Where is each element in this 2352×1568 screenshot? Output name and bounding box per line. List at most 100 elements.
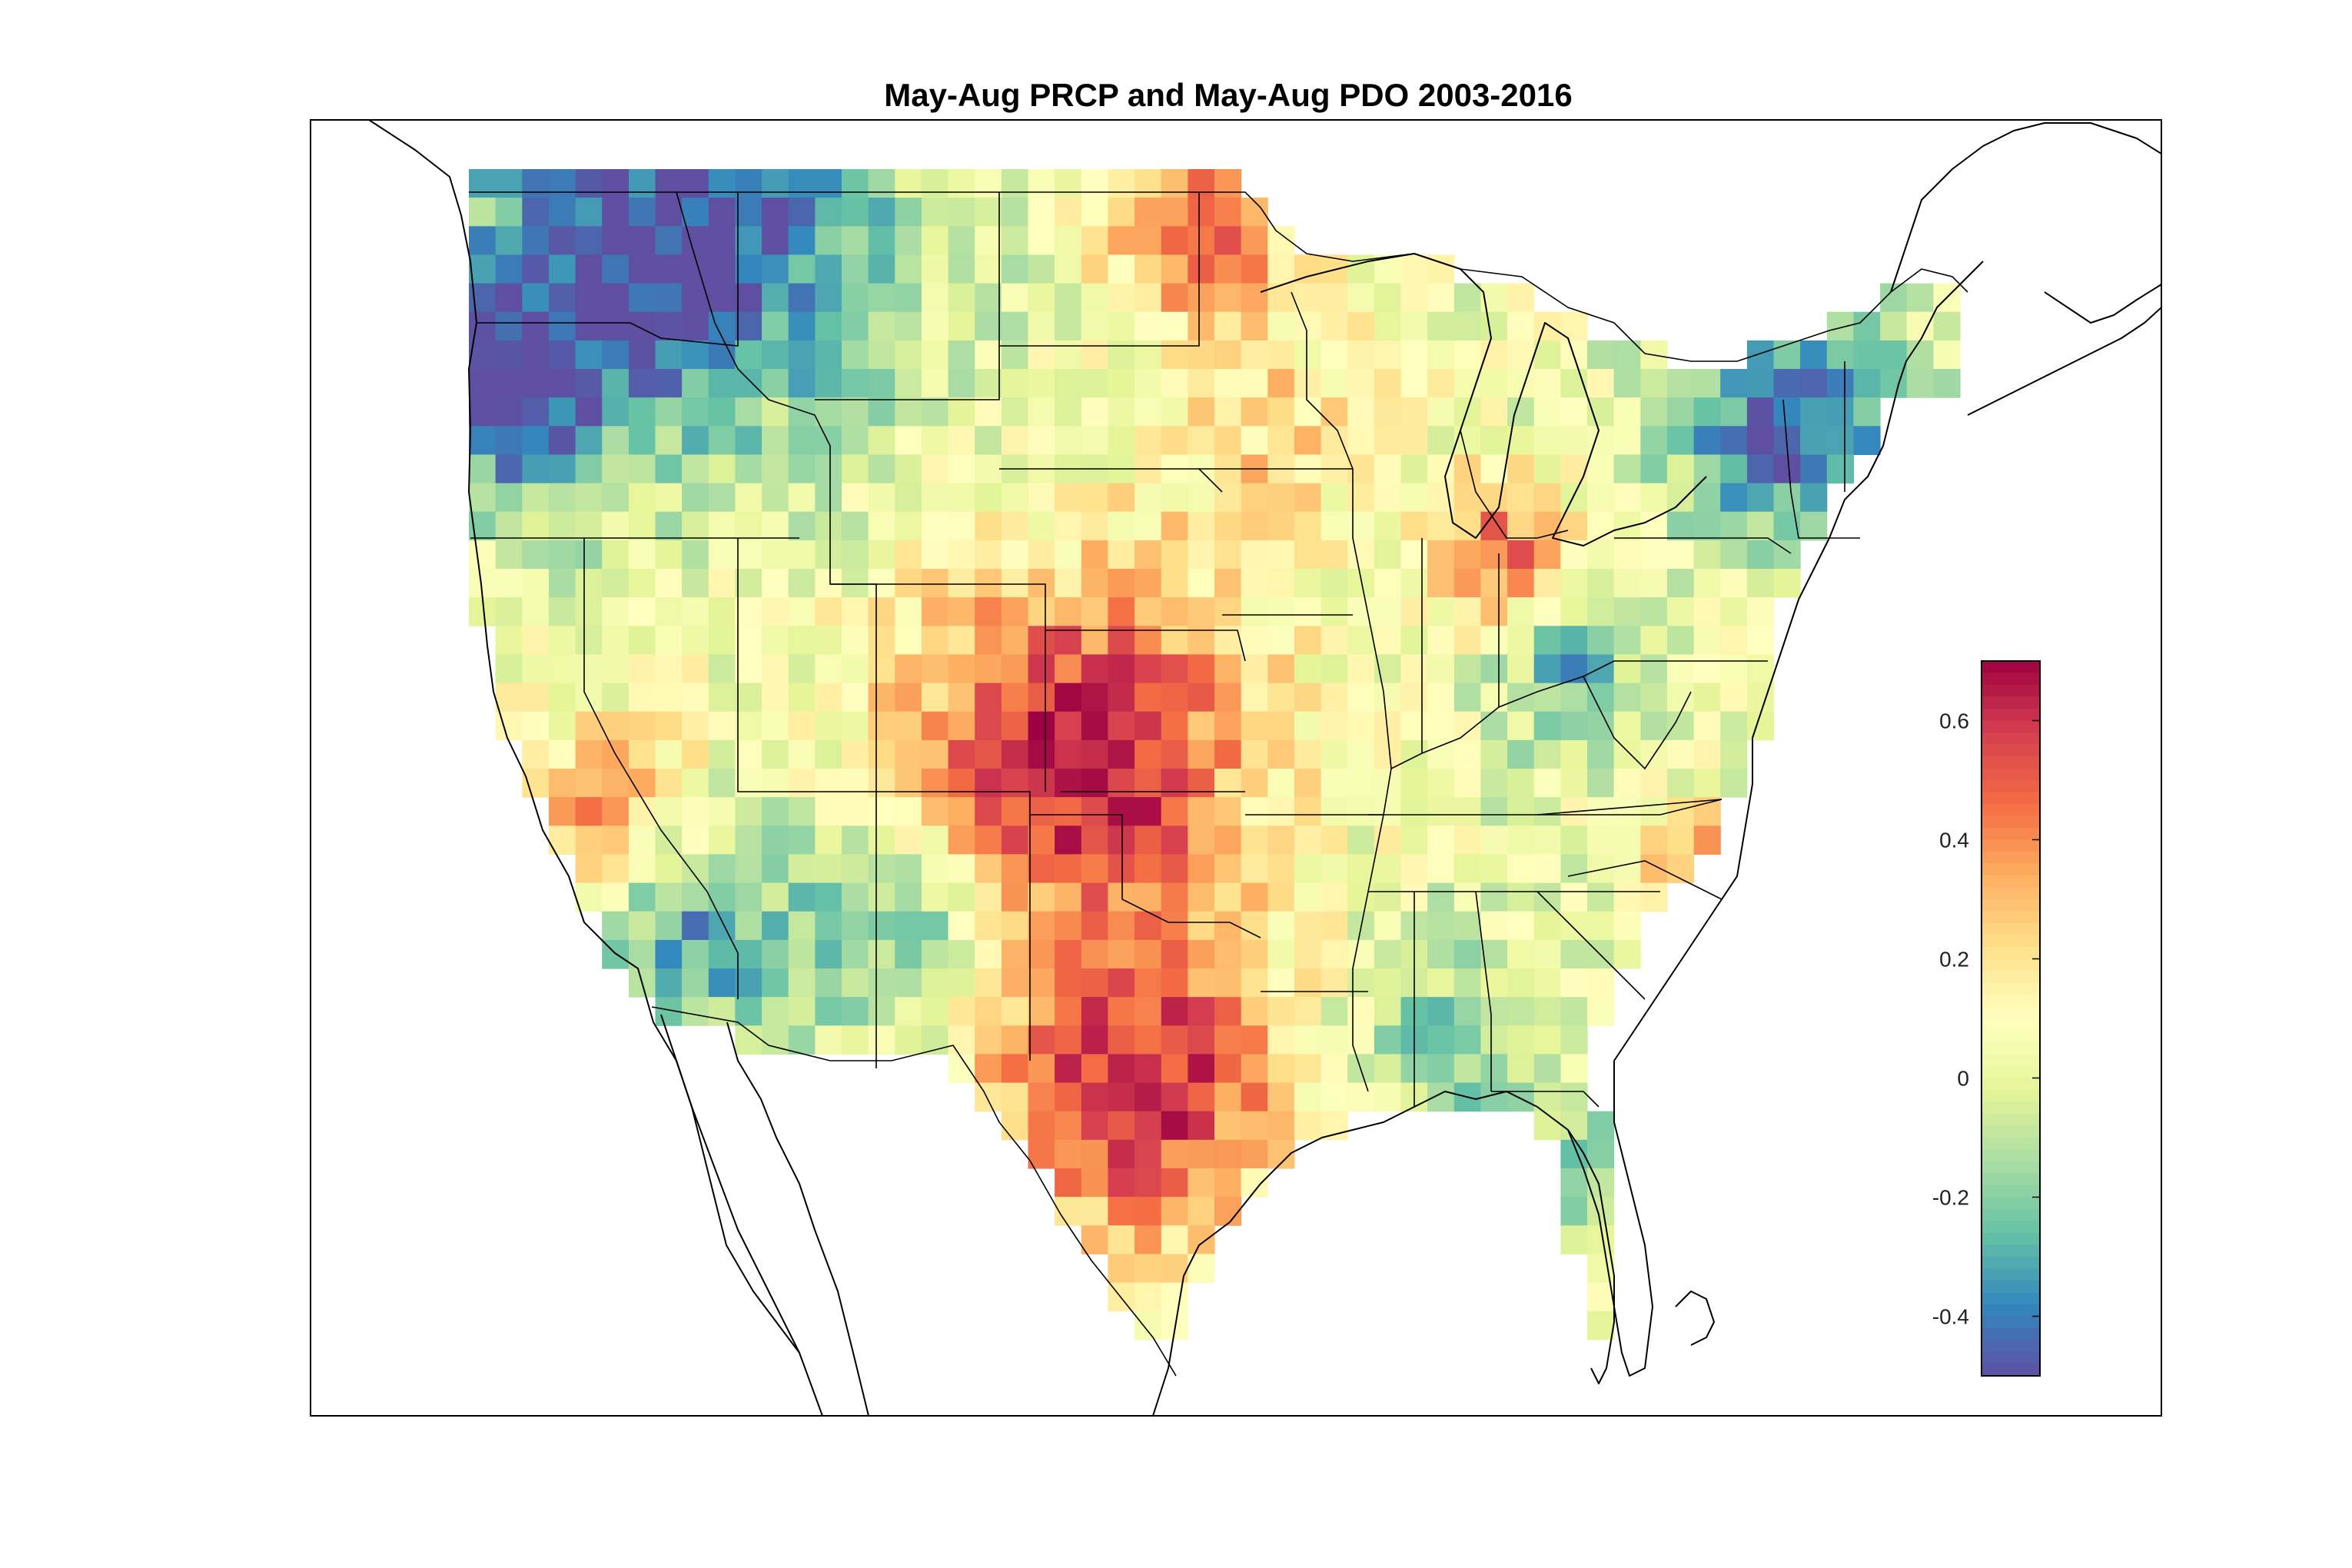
grid-cell (495, 169, 523, 198)
grid-cell (1507, 997, 1535, 1026)
grid-cell (895, 569, 922, 598)
colorbar-step (1982, 1114, 2040, 1127)
grid-cell (1001, 511, 1029, 541)
grid-cell (1374, 597, 1402, 626)
grid-cell (602, 826, 630, 855)
grid-cell (1055, 340, 1082, 370)
grid-cell (1560, 911, 1588, 941)
grid-cell (682, 540, 709, 570)
grid-cell (1400, 854, 1428, 884)
grid-cell (1108, 968, 1135, 998)
grid-cell (1560, 826, 1588, 855)
grid-cell (602, 254, 630, 284)
grid-cell (1108, 311, 1135, 341)
colorbar-step (1982, 923, 2040, 936)
grid-cell (1001, 882, 1029, 912)
grid-cell (655, 369, 683, 398)
grid-cell (1560, 1168, 1588, 1198)
grid-cell (735, 711, 762, 741)
grid-cell (975, 540, 1002, 570)
grid-cell (575, 169, 603, 198)
grid-cell (602, 511, 630, 541)
grid-cell (495, 540, 523, 570)
grid-cell (1533, 683, 1561, 713)
grid-cell (548, 739, 576, 769)
grid-cell (495, 597, 523, 626)
grid-cell (1613, 597, 1641, 626)
grid-cell (975, 369, 1002, 398)
grid-cell (1055, 683, 1082, 713)
colorbar-step (1982, 1197, 2040, 1210)
grid-cell (575, 683, 603, 713)
grid-cell (1241, 397, 1268, 427)
grid-cell (522, 711, 550, 741)
grid-cell (1081, 397, 1108, 427)
colorbar-step (1982, 744, 2040, 757)
grid-cell (1214, 169, 1242, 198)
grid-cell (1480, 854, 1508, 884)
grid-cell (762, 683, 789, 713)
grid-cell (1108, 797, 1135, 826)
gulf-of-california-coast (726, 1022, 869, 1417)
grid-cell (1480, 369, 1508, 398)
grid-cell (1267, 1025, 1295, 1055)
grid-cell (1055, 1054, 1082, 1084)
grid-cell (1028, 797, 1055, 826)
grid-cell (1081, 254, 1108, 284)
grid-cell (1666, 569, 1695, 598)
grid-cell (762, 882, 789, 912)
grid-cell (1108, 283, 1135, 313)
grid-cell (762, 198, 789, 227)
grid-cell (1241, 882, 1268, 912)
grid-cell (1081, 739, 1108, 769)
grid-cell (948, 797, 975, 826)
grid-cell (1560, 454, 1588, 484)
grid-cell (682, 882, 709, 912)
grid-cell (682, 226, 709, 255)
grid-cell (1188, 169, 1215, 198)
grid-cell (815, 198, 842, 227)
colorbar-step (1982, 1221, 2040, 1234)
colorbar-step (1982, 1257, 2040, 1270)
grid-cell (1666, 597, 1695, 626)
grid-cell (1294, 826, 1322, 855)
grid-cell (1347, 626, 1375, 655)
grid-cell (495, 569, 523, 598)
grid-cell (1028, 911, 1055, 941)
grid-cell (788, 968, 816, 998)
grid-cell (1214, 254, 1242, 284)
grid-cell (1294, 1082, 1322, 1112)
grid-cell (469, 169, 497, 198)
grid-cell (1720, 626, 1748, 655)
grid-cell (548, 226, 576, 255)
grid-cell (1214, 1139, 1242, 1169)
grid-cell (575, 597, 603, 626)
grid-cell (1640, 626, 1668, 655)
grid-cell (1108, 939, 1135, 969)
colorbar-step (1982, 1233, 2040, 1246)
colorbar-step (1982, 1352, 2040, 1365)
grid-cell (628, 283, 656, 313)
grid-cell (815, 997, 842, 1026)
grid-cell (1081, 369, 1108, 398)
grid-cell (655, 854, 683, 884)
grid-cell (1693, 511, 1721, 541)
grid-cell (602, 283, 630, 313)
grid-cell (1560, 939, 1588, 969)
grid-cell (655, 198, 683, 227)
grid-cell (548, 569, 576, 598)
grid-cell (1400, 711, 1428, 741)
grid-cell (1720, 369, 1748, 398)
grid-cell (1507, 397, 1535, 427)
grid-cell (1001, 1082, 1029, 1112)
grid-cell (735, 769, 762, 798)
grid-cell (1028, 1111, 1055, 1141)
grid-cell (1347, 540, 1375, 570)
grid-cell (1134, 540, 1162, 570)
grid-cell (975, 626, 1002, 655)
grid-cell (1880, 311, 1908, 341)
grid-cell (1507, 483, 1535, 513)
grid-cell (1533, 311, 1561, 341)
grid-cell (1055, 397, 1082, 427)
colorbar-step (1982, 995, 2040, 1008)
